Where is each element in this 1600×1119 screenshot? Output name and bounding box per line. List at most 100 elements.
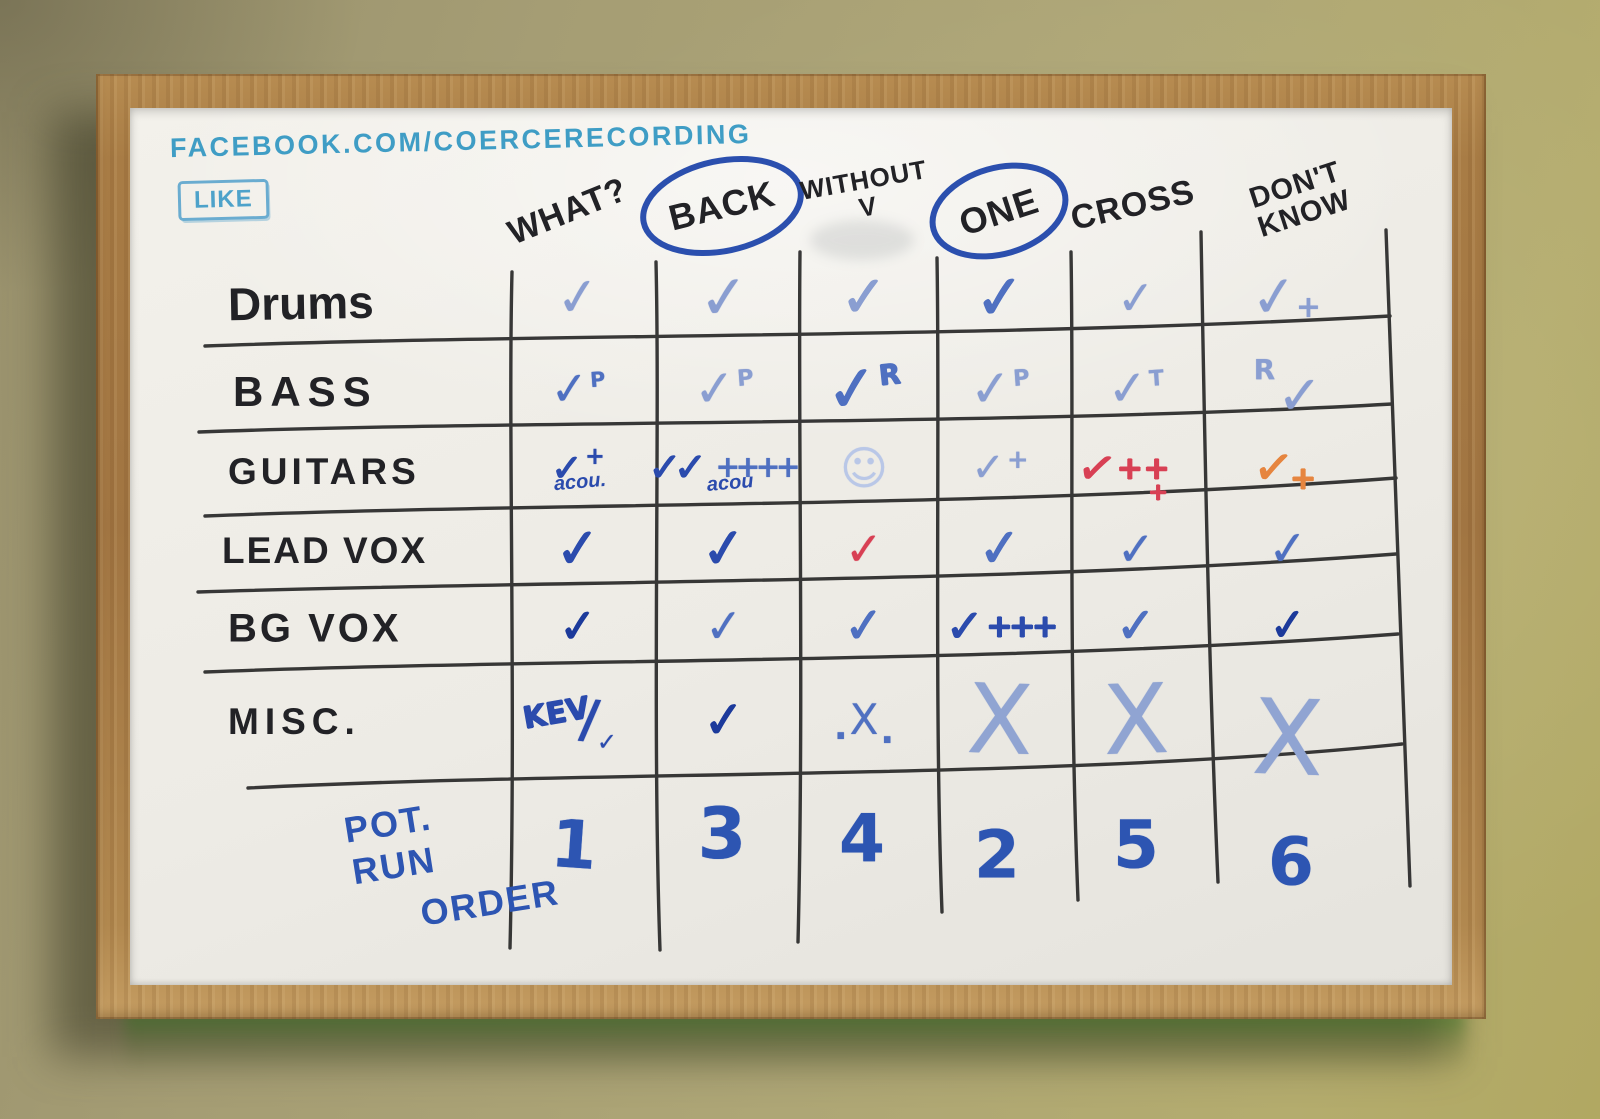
- check-mark: ✓: [972, 261, 1028, 335]
- row-label-misc: MISC.: [228, 701, 361, 742]
- cell-bg-vox-cross: ✓: [1114, 597, 1158, 655]
- cell-misc-without-v: .X.: [834, 695, 894, 750]
- plus-mark: +: [1148, 478, 1169, 506]
- cell-drums-one: ✓: [972, 261, 1028, 335]
- check-mark: ✓: [1277, 364, 1323, 427]
- cell-misc-cross: X: [1101, 662, 1171, 778]
- annotation-letter: P: [736, 365, 755, 393]
- cell-note: acou: [705, 470, 755, 496]
- check-mark: ✓R: [822, 349, 903, 428]
- like-button-sketch: LIKE: [177, 178, 270, 222]
- cell-drums-without-v: ✓: [839, 264, 889, 331]
- cell-guitars-what: ✓ + acou.: [551, 444, 607, 495]
- cell-bg-vox-without-v: ✓: [841, 596, 887, 656]
- cell-lead-vox-what: ✓: [553, 515, 603, 582]
- annotation-letter: T: [1148, 366, 1165, 393]
- plus-mark: +: [1295, 290, 1322, 325]
- check-mark: ✓T: [1105, 359, 1165, 418]
- cell-lead-vox-one: ✓: [976, 517, 1024, 581]
- check-mark: ✓: [673, 445, 708, 491]
- cell-bass-what: ✓P: [548, 360, 607, 417]
- check-mark: ✓: [698, 514, 750, 583]
- annotation-letter: P: [1012, 365, 1031, 393]
- cell-bass-back: ✓P: [692, 358, 755, 419]
- check-mark: ✓: [945, 599, 985, 653]
- cell-bg-vox-one: ✓ +++: [945, 599, 1059, 653]
- check-mark: ✓: [702, 597, 746, 655]
- check-mark: ✓: [841, 596, 887, 656]
- row-label-bg-vox: BG VOX: [228, 606, 402, 651]
- run-order-value-back: 3: [697, 793, 747, 875]
- plus-mark: ++++: [715, 450, 801, 485]
- plus-mark: +: [584, 442, 605, 470]
- row-label-guitars: GUITARS: [228, 451, 420, 492]
- cell-lead-vox-without-v: ✓: [843, 521, 885, 577]
- cell-lead-vox-back: ✓: [698, 515, 750, 582]
- check-mark: ✓: [556, 597, 600, 655]
- board-under-shadow: [125, 1010, 1465, 1072]
- cell-misc-back: ✓: [701, 689, 747, 751]
- cell-lead-vox-dont-know: ✓: [1265, 519, 1311, 579]
- smiley-mark: ☺: [840, 441, 888, 495]
- cell-guitars-back: ✓ ✓ ++++ acou: [648, 445, 801, 496]
- cell-lead-vox-cross: ✓: [1115, 521, 1157, 577]
- check-mark: ✓: [701, 689, 747, 751]
- text-mark: R: [1253, 353, 1276, 386]
- cell-bass-one: ✓P: [967, 358, 1031, 420]
- run-order-value-what: 1: [548, 804, 600, 886]
- cell-bass-dont-know: R ✓: [1254, 356, 1323, 423]
- run-order-value-without-v: 4: [839, 800, 885, 878]
- row-label-drums: Drums: [227, 275, 375, 331]
- cell-bg-vox-back: ✓: [702, 597, 746, 655]
- run-order-value-dont-know: 6: [1268, 823, 1314, 901]
- check-mark: ✓: [553, 515, 603, 582]
- check-mark: ✓: [696, 261, 752, 335]
- check-mark: ✓: [1247, 262, 1302, 333]
- check-mark: ✓: [971, 445, 1005, 491]
- cell-misc-what: KEV / ✓: [520, 689, 633, 754]
- cell-guitars-one: ✓ +: [971, 445, 1029, 491]
- cell-drums-dont-know: ✓ +: [1247, 262, 1325, 333]
- cell-misc-dont-know: X: [1250, 668, 1325, 800]
- check-mark: ✓: [1073, 438, 1121, 498]
- cell-bass-without-v: ✓R: [823, 350, 903, 428]
- x-mark: X: [1250, 675, 1326, 801]
- cell-bg-vox-dont-know: ✓: [1267, 598, 1309, 653]
- check-mark: ✓: [1114, 269, 1158, 327]
- cell-drums-back: ✓: [696, 261, 752, 335]
- row-label-bass: BASS: [233, 368, 378, 415]
- check-mark: ✓: [1265, 519, 1311, 579]
- plus-mark: +: [1289, 459, 1317, 497]
- check-mark: ✓P: [548, 360, 607, 417]
- cell-bass-cross: ✓T: [1105, 359, 1165, 418]
- cell-drums-cross: ✓: [1114, 269, 1158, 327]
- cell-guitars-dont-know: ✓ +: [1251, 438, 1322, 498]
- cell-misc-one: X: [965, 662, 1035, 778]
- check-mark: ✓P: [967, 358, 1031, 420]
- cell-guitars-cross: ✓ ++ +: [1073, 438, 1194, 504]
- x-mark: X: [849, 695, 879, 744]
- cell-note: acou.: [553, 468, 608, 496]
- check-mark: ✓: [1114, 597, 1158, 655]
- text-mark: .: [880, 711, 895, 752]
- text-mark: .: [833, 707, 848, 748]
- plus-mark: ++: [1116, 449, 1171, 487]
- check-mark: ✓: [839, 264, 889, 331]
- annotation-letter: P: [589, 366, 607, 392]
- run-order-value-one: 2: [974, 816, 1020, 894]
- row-label-lead-vox: LEAD VOX: [222, 530, 428, 571]
- check-mark: ✓: [551, 446, 583, 490]
- plus-mark: +: [1006, 445, 1029, 475]
- cell-guitars-without-v: ☺: [840, 445, 888, 491]
- check-mark: ✓: [843, 521, 885, 577]
- x-mark: X: [965, 662, 1035, 778]
- check-mark: ✓: [1115, 521, 1157, 577]
- check-mark: ✓: [648, 445, 682, 491]
- cell-bg-vox-what: ✓: [556, 597, 600, 655]
- check-mark: ✓: [1267, 598, 1309, 653]
- check-mark: ✓: [596, 728, 618, 756]
- x-mark: X: [1101, 662, 1171, 778]
- plus-mark: +++: [986, 607, 1058, 645]
- check-mark: ✓: [976, 517, 1024, 581]
